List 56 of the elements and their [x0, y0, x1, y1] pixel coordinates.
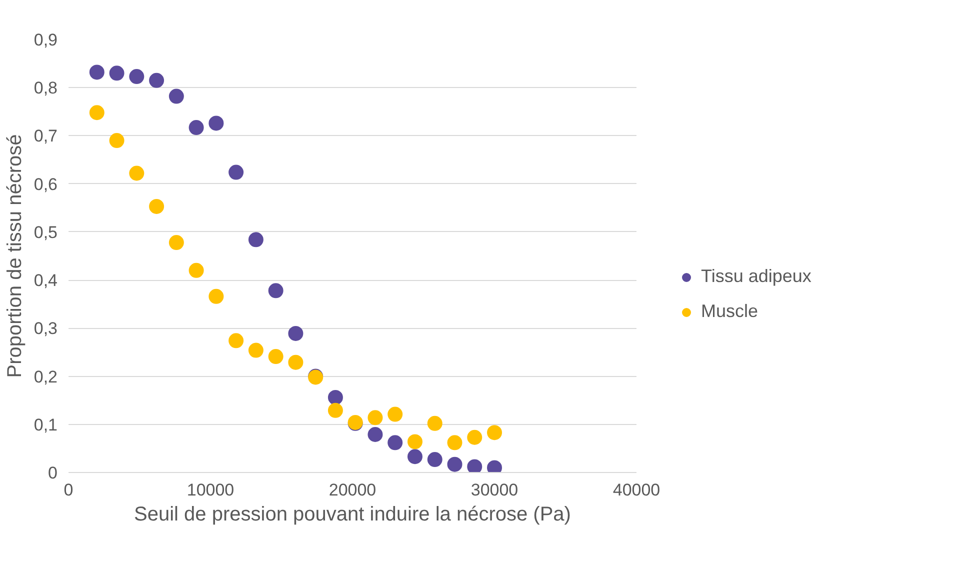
point: [149, 72, 164, 88]
point: [168, 235, 184, 250]
point: [129, 166, 144, 181]
point: [268, 349, 284, 364]
y-tick-label: 0,1: [34, 415, 58, 434]
y-tick-label: 0,3: [34, 319, 58, 338]
x-tick-label: 0: [64, 480, 74, 500]
point: [288, 354, 304, 370]
point: [268, 283, 284, 298]
x-tick-label: 30000: [470, 480, 518, 500]
point: [168, 88, 184, 104]
legend-label: Muscle: [701, 301, 758, 322]
point: [89, 105, 104, 120]
point: [208, 116, 224, 131]
point: [487, 425, 502, 440]
point: [447, 435, 462, 450]
point: [328, 402, 343, 418]
point: [109, 133, 124, 148]
point: [288, 326, 304, 341]
point: [109, 66, 124, 81]
point: [368, 427, 383, 442]
y-axis-title: Proportion de tissu nécrosé: [4, 134, 26, 378]
point: [129, 69, 144, 84]
y-tick-label: 0,6: [34, 174, 58, 194]
point: [188, 262, 204, 278]
y-tick-label: 0,2: [34, 367, 58, 386]
point: [248, 232, 264, 248]
y-tick-label: 0: [48, 464, 58, 482]
y-tick-label: 0,4: [34, 271, 58, 290]
point: [427, 452, 442, 467]
y-tick-label: 0,9: [34, 30, 58, 50]
point: [89, 64, 104, 80]
point: [228, 333, 244, 348]
point: [208, 288, 224, 304]
x-tick-label: 40000: [612, 480, 660, 500]
point: [188, 120, 204, 136]
point: [427, 416, 442, 431]
point: [447, 456, 462, 472]
point: [388, 406, 403, 422]
point: [467, 430, 482, 445]
x-tick-label: 20000: [328, 480, 376, 500]
point: [407, 434, 422, 450]
x-axis-title: Seuil de pression pouvant induire la nécrose (Pa): [134, 504, 571, 526]
y-tick-label: 0,8: [34, 78, 58, 98]
point: [328, 390, 343, 405]
point: [248, 342, 264, 358]
point: [388, 435, 403, 450]
point: [467, 459, 482, 472]
y-tick-label: 0,7: [34, 126, 58, 146]
y-tick-label: 0,5: [34, 222, 58, 242]
point: [149, 198, 164, 214]
point: [228, 164, 244, 180]
x-tick-label: 10000: [186, 480, 234, 500]
point: [407, 449, 422, 464]
legend-label: Tissu adipeux: [701, 266, 812, 287]
point: [368, 410, 383, 426]
